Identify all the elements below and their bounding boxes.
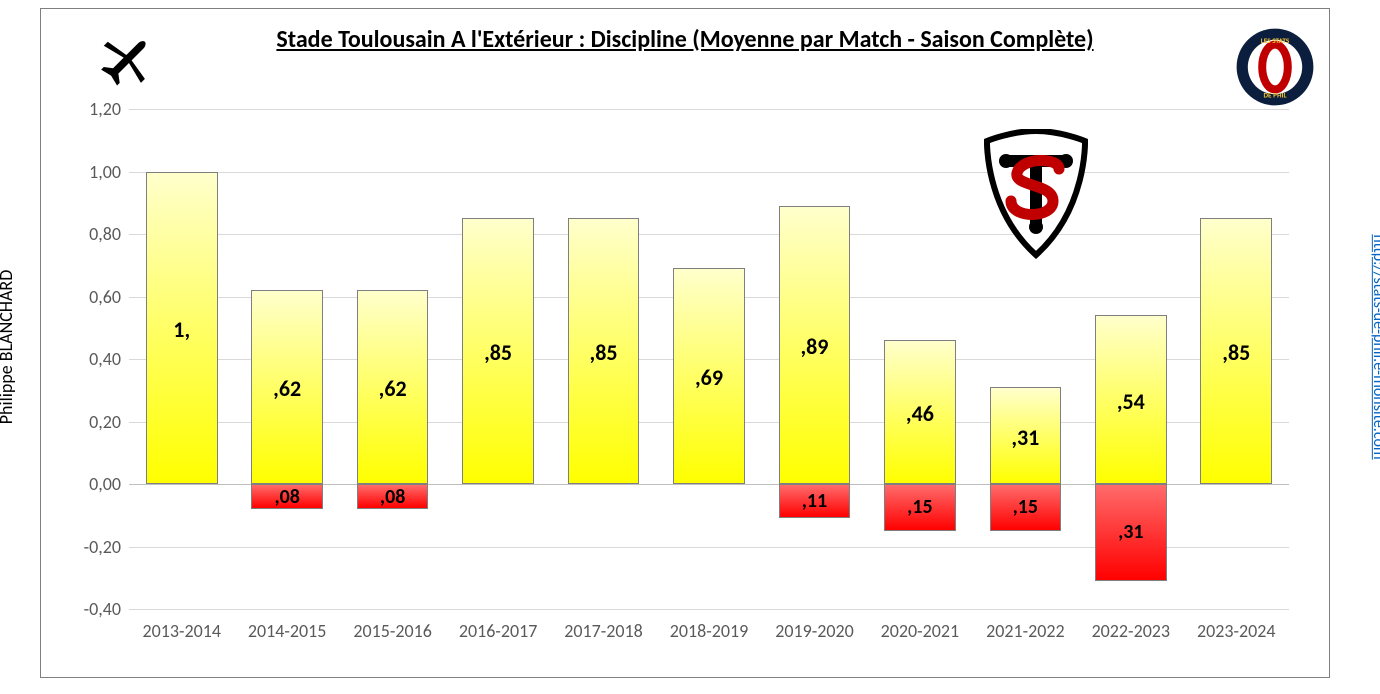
bar-yellow-label: ,62 [251,375,323,402]
svg-text:DE PHIL: DE PHIL [1264,90,1287,99]
x-tick-label: 2018-2019 [670,620,749,642]
y-tick-label: 0,80 [89,223,121,245]
chart-frame: Stade Toulousain A l'Extérieur : Discipl… [40,8,1330,678]
x-tick-label: 2019-2020 [775,620,854,642]
x-axis-labels: 2013-2014 2014-2015 2015-2016 2016-2017 2017… [129,614,1289,654]
y-tick-label: -0,20 [84,536,121,558]
y-tick-label: 0,40 [89,348,121,370]
x-tick-label: 2022-2023 [1092,620,1171,642]
bar-yellow-label: ,62 [357,375,429,402]
bar-red-label: ,31 [1095,520,1167,544]
bar-yellow-label: ,54 [1095,388,1167,415]
bar-red-label: ,15 [990,495,1062,519]
source-url[interactable]: http://stats-de-phil.e-monsite.com [1369,122,1380,347]
author-label: Philippe BLANCHARD [0,192,17,347]
bar-yellow-label: 1, [146,316,218,343]
team-shield-icon [981,129,1091,259]
gridline [129,109,1289,110]
x-tick-label: 2020-2021 [881,620,960,642]
y-tick-label: 1,20 [89,98,121,120]
bar-red-label: ,08 [357,485,429,509]
airplane-icon [95,29,155,89]
bar-yellow-label: ,69 [673,364,745,391]
y-tick-label: 1,00 [89,161,121,183]
svg-text:LES STATS: LES STATS [1261,36,1290,45]
bar-yellow-label: ,89 [779,333,851,360]
bar-yellow-label: ,85 [568,339,640,366]
bar-red-label: ,08 [251,485,323,509]
x-tick-label: 2015-2016 [353,620,432,642]
x-tick-label: 2017-2018 [564,620,643,642]
chart-title: Stade Toulousain A l'Extérieur : Discipl… [41,25,1329,55]
bar-yellow-label: ,46 [884,400,956,427]
gridline [129,234,1289,235]
y-tick-label: 0,60 [89,286,121,308]
x-tick-label: 2016-2017 [459,620,538,642]
x-tick-label: 2013-2014 [142,620,221,642]
stats-badge-icon: LES STATS DE PHIL [1235,27,1315,112]
x-tick-label: 2023-2024 [1197,620,1276,642]
bar-yellow-label: ,85 [1200,339,1272,366]
y-tick-label: -0,40 [84,598,121,620]
y-tick-label: 0,00 [89,473,121,495]
x-tick-label: 2021-2022 [986,620,1065,642]
gridline [129,609,1289,610]
bar-yellow-label: ,85 [462,339,534,366]
gridline [129,172,1289,173]
x-tick-label: 2014-2015 [248,620,327,642]
bar-yellow-label: ,31 [990,424,1062,451]
bar-red-label: ,11 [779,489,851,513]
y-tick-label: 0,20 [89,411,121,433]
bar-red-label: ,15 [884,495,956,519]
plot-area: -0,40-0,200,000,200,400,600,801,001,201,… [129,109,1289,609]
